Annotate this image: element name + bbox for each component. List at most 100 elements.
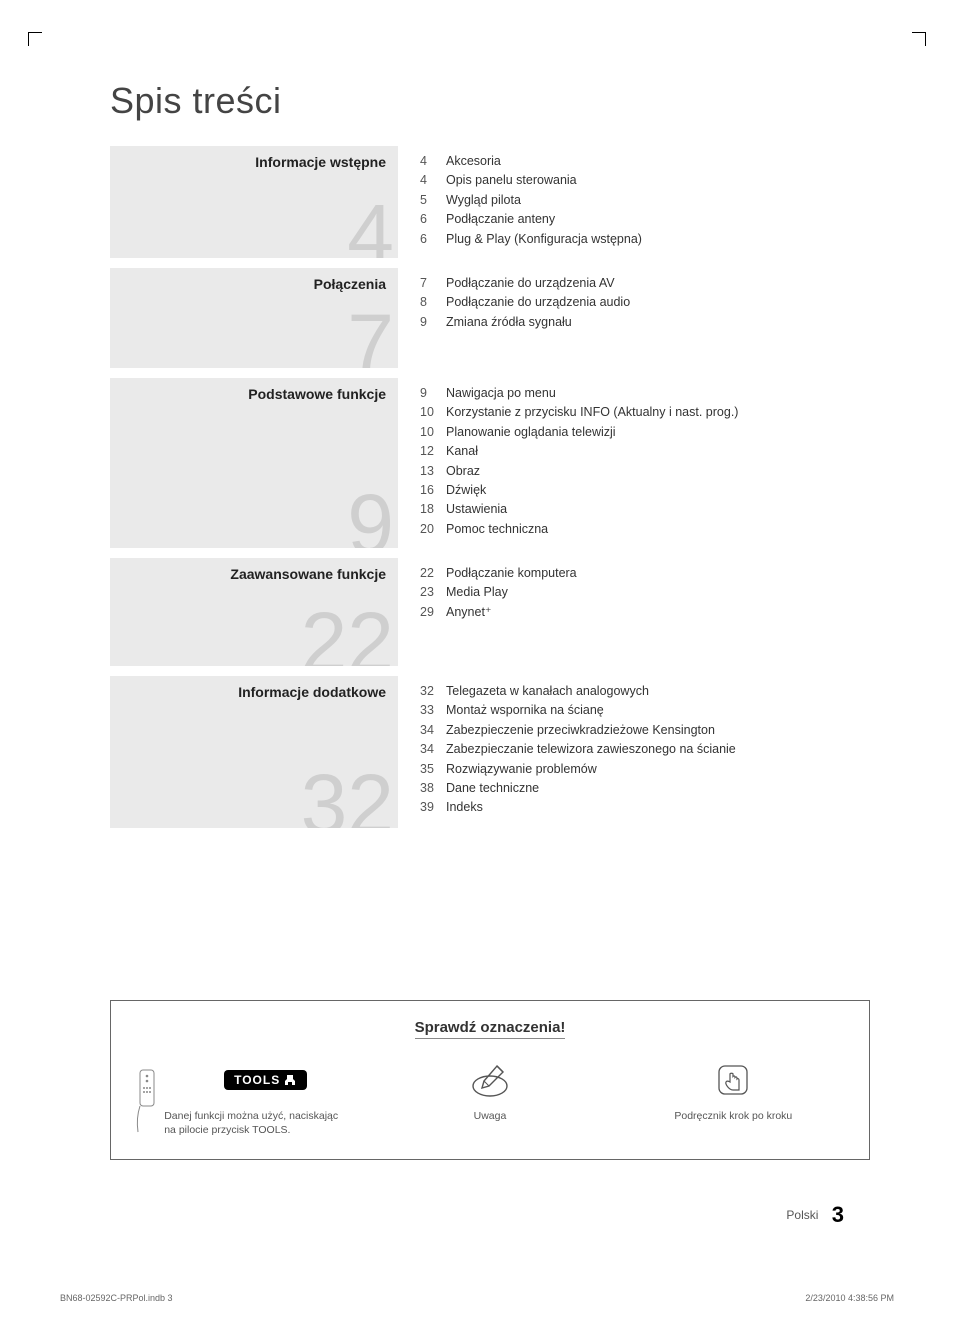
toc-page: 29 <box>420 603 446 622</box>
language-label: Polski <box>786 1208 818 1222</box>
toc-text: Ustawienia <box>446 500 870 519</box>
toc-section: Podstawowe funkcje99Nawigacja po menu10K… <box>110 378 870 548</box>
toc-section: Informacje wstępne44Akcesoria4Opis panel… <box>110 146 870 258</box>
toc-page: 34 <box>420 721 446 740</box>
section-label: Informacje dodatkowe32 <box>110 676 398 828</box>
section-label: Połączenia 7 <box>110 268 398 368</box>
hand-icon-wrap <box>613 1058 854 1102</box>
symbol-guide: Podręcznik krok po kroku <box>613 1058 854 1124</box>
symbols-box: Sprawdź oznaczenia! TOOLS Danej funkcji <box>110 1000 870 1160</box>
toc-page: 33 <box>420 701 446 720</box>
toc-page: 10 <box>420 403 446 422</box>
toc-page: 35 <box>420 760 446 779</box>
toc-entry: 6Plug & Play (Konfiguracja wstępna) <box>420 230 870 249</box>
toc-text: Podłączanie do urządzenia audio <box>446 293 870 312</box>
section-big-number: 4 <box>347 192 394 258</box>
toc-entry: 16Dźwięk <box>420 481 870 500</box>
pencil-icon <box>469 1060 511 1100</box>
symbols-row: TOOLS Danej funkcji można użyć, naciskaj… <box>125 1058 855 1137</box>
tools-badge-wrap: TOOLS <box>164 1058 367 1102</box>
toc-text: Podłączanie do urządzenia AV <box>446 274 870 293</box>
tools-badge: TOOLS <box>224 1070 307 1090</box>
toc-text: Dźwięk <box>446 481 870 500</box>
section-big-number: 9 <box>347 482 394 548</box>
toc-entry: 20Pomoc techniczna <box>420 520 870 539</box>
toc-page: 6 <box>420 230 446 249</box>
toc-page: 12 <box>420 442 446 461</box>
page-title: Spis treści <box>110 80 870 122</box>
toc-entry: 18Ustawienia <box>420 500 870 519</box>
section-label: Podstawowe funkcje9 <box>110 378 398 548</box>
toc-text: Opis panelu sterowania <box>446 171 870 190</box>
toc-entry: 9Zmiana źródła sygnału <box>420 313 870 332</box>
toc-page: 38 <box>420 779 446 798</box>
toc-page: 34 <box>420 740 446 759</box>
toc-page: 4 <box>420 152 446 171</box>
toc-entry: 35Rozwiązywanie problemów <box>420 760 870 779</box>
toc-text: Anynet⁺ <box>446 603 870 622</box>
toc-text: Pomoc techniczna <box>446 520 870 539</box>
footer-filename: BN68-02592C-PRPol.indb 3 <box>60 1293 173 1303</box>
guide-caption: Podręcznik krok po kroku <box>613 1110 854 1124</box>
toc-page: 4 <box>420 171 446 190</box>
section-heading: Połączenia <box>118 276 386 292</box>
note-icon-wrap <box>370 1058 611 1102</box>
toc-text: Wygląd pilota <box>446 191 870 210</box>
symbol-note: Uwaga <box>370 1058 611 1124</box>
toc-text: Media Play <box>446 583 870 602</box>
toc-text: Montaż wspornika na ścianę <box>446 701 870 720</box>
note-caption: Uwaga <box>370 1110 611 1124</box>
toc-text: Akcesoria <box>446 152 870 171</box>
section-heading: Zaawansowane funkcje <box>118 566 386 582</box>
section-big-number: 7 <box>347 302 394 368</box>
toc-text: Podłączanie anteny <box>446 210 870 229</box>
toc-section: Połączenia 7 7Podłączanie do urządzenia AV… <box>110 268 870 368</box>
toc-page: 10 <box>420 423 446 442</box>
toc-page: 20 <box>420 520 446 539</box>
hand-cursor-icon <box>713 1060 753 1100</box>
symbols-title: Sprawdź oznaczenia! <box>125 1019 855 1036</box>
toc-text: Plug & Play (Konfiguracja wstępna) <box>446 230 870 249</box>
toc-text: Zmiana źródła sygnału <box>446 313 870 332</box>
toc-page: 23 <box>420 583 446 602</box>
toc-entry: 39Indeks <box>420 798 870 817</box>
toc-entry: 34Zabezpieczenie przeciwkradzieżowe Kens… <box>420 721 870 740</box>
toc-entry: 32Telegazeta w kanałach analogowych <box>420 682 870 701</box>
toc-entry: 7Podłączanie do urządzenia AV <box>420 274 870 293</box>
toc-section: Informacje dodatkowe32 32Telegazeta w kan… <box>110 676 870 828</box>
toc-entry: 10Korzystanie z przycisku INFO (Aktualny… <box>420 403 870 422</box>
toc-page: 16 <box>420 481 446 500</box>
toc-entry: 4Opis panelu sterowania <box>420 171 870 190</box>
toc-page: 9 <box>420 384 446 403</box>
remote-icon <box>134 1068 164 1136</box>
section-items: 22Podłączanie komputera23Media Play29Any… <box>420 558 870 666</box>
toc-entry: 4Akcesoria <box>420 152 870 171</box>
toc-page: 13 <box>420 462 446 481</box>
toc-page: 6 <box>420 210 446 229</box>
section-items: 7Podłączanie do urządzenia AV8Podłączani… <box>420 268 870 368</box>
toc-text: Kanał <box>446 442 870 461</box>
toc-entry: 10Planowanie oglądania telewizji <box>420 423 870 442</box>
toc-entry: 29Anynet⁺ <box>420 603 870 622</box>
toc-entry: 12Kanał <box>420 442 870 461</box>
section-heading: Informacje dodatkowe <box>118 684 386 700</box>
page-content: Spis treści Informacje wstępne44Akcesori… <box>110 80 870 838</box>
toc-page: 18 <box>420 500 446 519</box>
toc-text: Nawigacja po menu <box>446 384 870 403</box>
footer-timestamp: 2/23/2010 4:38:56 PM <box>805 1293 894 1303</box>
tools-badge-text: TOOLS <box>234 1073 280 1087</box>
toc-entry: 13Obraz <box>420 462 870 481</box>
toc-text: Podłączanie komputera <box>446 564 870 583</box>
symbol-tools: TOOLS Danej funkcji można użyć, naciskaj… <box>126 1058 367 1137</box>
toc-text: Telegazeta w kanałach analogowych <box>446 682 870 701</box>
toc-sections: Informacje wstępne44Akcesoria4Opis panel… <box>110 146 870 828</box>
toc-text: Rozwiązywanie problemów <box>446 760 870 779</box>
section-label: Zaawansowane funkcje22 <box>110 558 398 666</box>
toc-text: Obraz <box>446 462 870 481</box>
toc-page: 5 <box>420 191 446 210</box>
section-items: 4Akcesoria4Opis panelu sterowania5Wygląd… <box>420 146 870 258</box>
toc-text: Dane techniczne <box>446 779 870 798</box>
toc-page: 39 <box>420 798 446 817</box>
toc-page: 22 <box>420 564 446 583</box>
page-number: Polski 3 <box>786 1202 844 1228</box>
